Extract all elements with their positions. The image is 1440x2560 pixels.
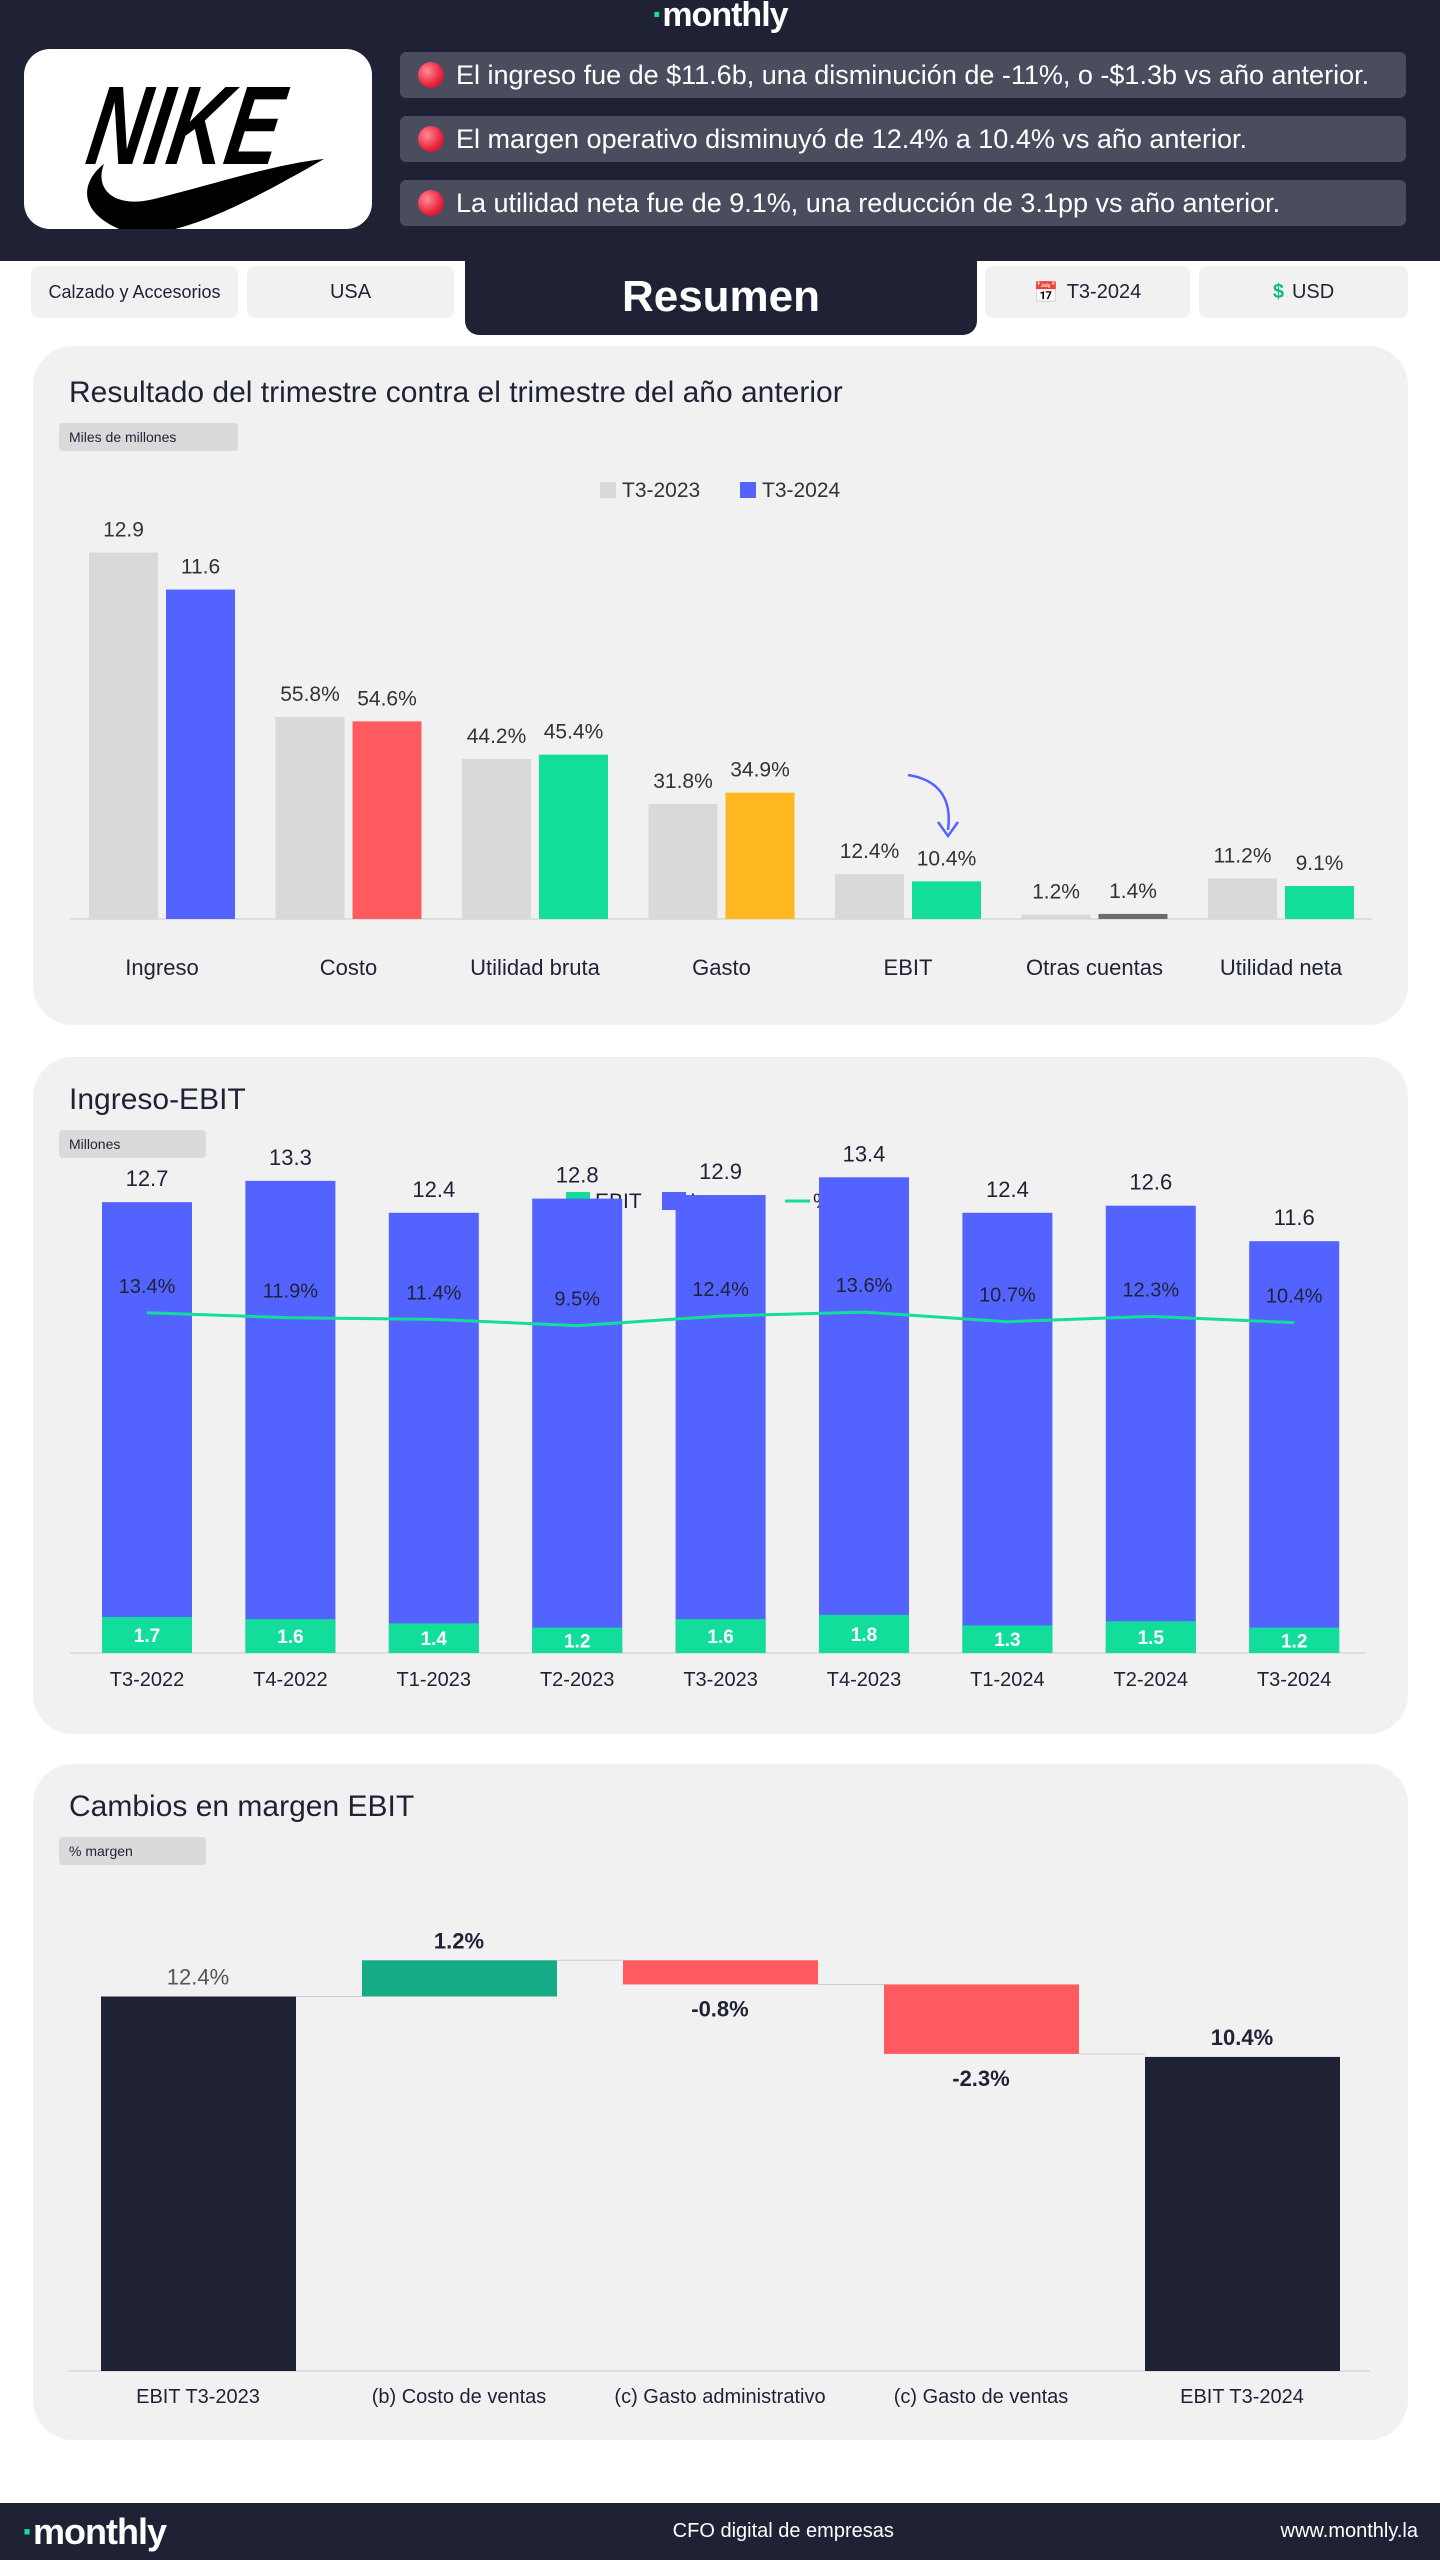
alert-dot-icon [418,62,444,88]
insight-net-income: La utilidad neta fue de 9.1%, una reducc… [400,180,1406,226]
unit-badge: Miles de millones [59,423,238,451]
period-label: T3-2024 [1066,280,1142,303]
chart-title: Cambios en margen EBIT [69,1790,415,1823]
unit-badge: Millones [59,1130,206,1158]
segment-filter[interactable]: Calzado y Accesorios [31,266,238,318]
segment-label: Calzado y Accesorios [48,281,221,302]
brand-logo: ·monthly [652,0,789,34]
period-filter[interactable]: 📅 T3-2024 [985,266,1190,318]
chart-title: Ingreso-EBIT [69,1083,246,1116]
card-quarter-comparison: Resultado del trimestre contra el trimes… [33,346,1408,1025]
insight-revenue: El ingreso fue de $11.6b, una disminució… [400,52,1406,98]
insight-text: El ingreso fue de $11.6b, una disminució… [456,59,1370,90]
insight-margin: El margen operativo disminuyó de 12.4% a… [400,116,1406,162]
card-ebit-waterfall: Cambios en margen EBIT % margen [33,1764,1408,2440]
footer-url[interactable]: www.monthly.la [1280,2520,1418,2542]
card-ingreso-ebit: Ingreso-EBIT Millones [33,1057,1408,1734]
header: ·monthly NIKE El ingreso fue de $11.6b, … [0,0,1440,261]
region-label: USA [329,280,372,303]
calendar-icon: 📅 [1033,281,1059,304]
footer-brand: ·monthly [22,2510,167,2552]
nike-swoosh-icon: NIKE [80,62,324,234]
chart-title: Resultado del trimestre contra el trimes… [69,376,843,409]
alert-dot-icon [418,126,444,152]
currency-filter[interactable]: $ USD [1199,266,1408,318]
currency-label: USD [1291,280,1335,303]
dollar-icon: $ [1272,280,1284,303]
footer: ·monthly CFO digital de empresas www.mon… [0,2503,1440,2560]
insight-text: La utilidad neta fue de 9.1%, una reducc… [456,187,1281,218]
insight-text: El margen operativo disminuyó de 12.4% a… [456,123,1247,154]
company-logo: NIKE [24,49,372,234]
unit-badge: % margen [59,1837,206,1865]
page-title: Resumen [465,258,977,335]
region-filter[interactable]: USA [247,266,454,318]
svg-text:NIKE: NIKE [80,62,296,187]
footer-tagline: CFO digital de empresas [672,2520,894,2542]
alert-dot-icon [418,190,444,216]
